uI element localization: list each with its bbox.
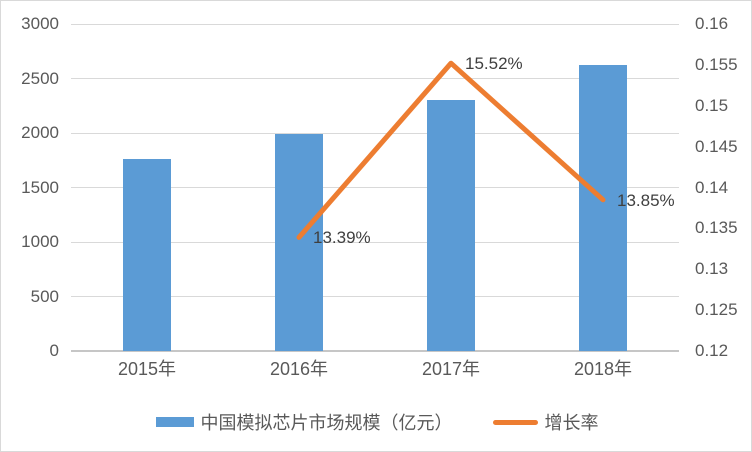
gridline [71, 296, 679, 297]
legend-bar-swatch [155, 417, 194, 427]
left-axis-tick: 500 [30, 286, 59, 306]
x-axis-label-2015年: 2015年 [117, 359, 177, 379]
gridline [71, 241, 679, 243]
right-axis-tick: 0.145 [695, 136, 738, 156]
line-data-label: 15.52% [465, 54, 523, 74]
x-axis-line [71, 350, 679, 352]
left-axis-tick: 2000 [21, 123, 59, 142]
line-data-label: 13.85% [617, 190, 675, 210]
right-axis-tick: 0.155 [695, 54, 738, 74]
right-axis-tick: 0.135 [695, 218, 738, 238]
legend-item-growth-rate: 增长率 [492, 409, 599, 435]
left-axis-tick: 1500 [21, 177, 59, 197]
right-axis-tick: 0.12 [695, 341, 729, 360]
right-axis-tick: 0.125 [695, 300, 738, 320]
left-axis-tick: 3000 [21, 14, 59, 33]
line-data-label: 13.39% [313, 228, 371, 248]
x-axis-label-2016年: 2016年 [269, 359, 329, 379]
left-axis-tick: 2500 [21, 68, 59, 88]
right-axis-tick: 0.15 [695, 95, 729, 115]
right-axis-tick: 0.13 [695, 259, 729, 279]
legend: 中国模拟芯片市场规模（亿元） 增长率 [1, 409, 751, 435]
left-axis-tick: 0 [49, 341, 59, 360]
legend-line-swatch [492, 419, 538, 425]
x-axis-label-2018年: 2018年 [573, 359, 633, 379]
bar-2017年 [427, 99, 475, 351]
legend-line-label: 增长率 [544, 413, 599, 433]
legend-bar-label: 中国模拟芯片市场规模（亿元） [200, 413, 453, 433]
gridline [71, 23, 679, 25]
left-axis-tick: 1000 [21, 232, 59, 251]
right-axis-tick: 0.16 [695, 14, 729, 33]
legend-item-market-size: 中国模拟芯片市场规模（亿元） [155, 409, 453, 435]
right-axis-tick: 0.14 [695, 177, 729, 197]
x-axis-label-2017年: 2017年 [421, 359, 481, 379]
bar-2015年 [123, 159, 171, 351]
